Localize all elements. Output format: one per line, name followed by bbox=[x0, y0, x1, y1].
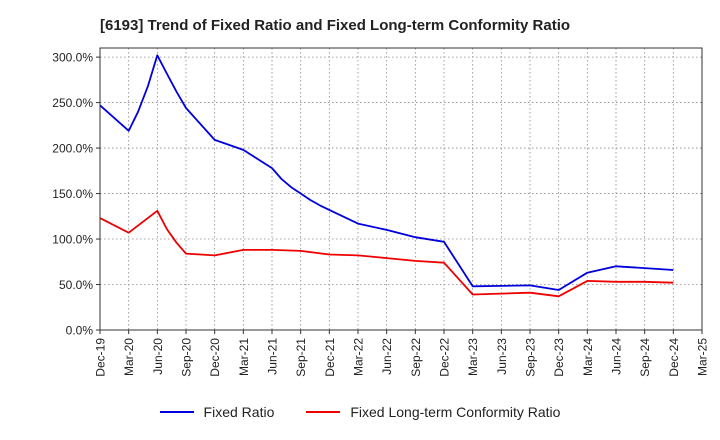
series-line-fixed-long-term-conformity-ratio bbox=[99, 209, 674, 298]
x-tick-label: Jun-22 bbox=[380, 338, 394, 375]
x-tick-label: Mar-25 bbox=[696, 338, 710, 376]
x-tick-label: Jun-20 bbox=[151, 338, 165, 375]
grid-lines bbox=[99, 48, 703, 331]
y-tick-label: 200.0% bbox=[52, 142, 93, 156]
x-tick-label: Mar-22 bbox=[352, 338, 366, 376]
series-lines bbox=[99, 54, 674, 298]
x-tick-label: Mar-20 bbox=[122, 338, 136, 376]
legend: Fixed Ratio Fixed Long-term Conformity R… bbox=[0, 404, 720, 420]
x-tick-label: Dec-19 bbox=[94, 338, 108, 377]
x-tick-label: Jun-21 bbox=[266, 338, 280, 375]
legend-item-fixed-long-term-conformity-ratio: Fixed Long-term Conformity Ratio bbox=[306, 404, 560, 420]
x-tick-label: Mar-21 bbox=[237, 338, 251, 376]
x-tick-label: Sep-21 bbox=[294, 338, 308, 377]
y-tick-label: 300.0% bbox=[52, 51, 93, 65]
legend-swatch-fixed-long-term-conformity-ratio bbox=[306, 411, 341, 413]
legend-swatch-fixed-ratio bbox=[159, 411, 194, 413]
x-tick-label: Jun-24 bbox=[610, 338, 624, 375]
x-tick-label: Dec-20 bbox=[208, 338, 222, 377]
x-tick-label: Sep-23 bbox=[524, 338, 538, 377]
x-tick-label: Dec-23 bbox=[552, 338, 566, 377]
x-tick-label: Dec-24 bbox=[667, 338, 681, 377]
y-axis-ticks: 0.0% 50.0% 100.0% 150.0% 200.0% 250.0% 300.0% bbox=[52, 51, 100, 338]
chart-title: [6193] Trend of Fixed Ratio and Fixed Lo… bbox=[100, 17, 570, 34]
x-tick-label: Sep-20 bbox=[180, 338, 194, 377]
series-line-fixed-ratio bbox=[99, 54, 674, 291]
x-tick-label: Dec-21 bbox=[323, 338, 337, 377]
y-tick-label: 0.0% bbox=[66, 324, 94, 338]
x-tick-label: Sep-22 bbox=[409, 338, 423, 377]
y-tick-label: 100.0% bbox=[52, 233, 93, 247]
line-chart: [6193] Trend of Fixed Ratio and Fixed Lo… bbox=[52, 17, 710, 377]
x-tick-label: Sep-24 bbox=[638, 338, 652, 377]
y-tick-label: 150.0% bbox=[52, 187, 93, 201]
y-tick-label: 50.0% bbox=[59, 278, 93, 292]
x-tick-label: Jun-23 bbox=[495, 338, 509, 375]
plot-frame bbox=[99, 47, 703, 331]
y-tick-label: 250.0% bbox=[52, 96, 93, 110]
legend-item-fixed-ratio: Fixed Ratio bbox=[159, 404, 275, 420]
x-axis-ticks: Dec-19 Mar-20 Jun-20 Sep-20 Dec-20 Mar-21 Jun-… bbox=[94, 330, 710, 377]
legend-label-fixed-ratio: Fixed Ratio bbox=[203, 404, 275, 420]
x-tick-label: Dec-22 bbox=[438, 338, 452, 377]
x-tick-label: Mar-24 bbox=[581, 338, 595, 376]
x-tick-label: Mar-23 bbox=[466, 338, 480, 376]
legend-label-fixed-long-term-conformity-ratio: Fixed Long-term Conformity Ratio bbox=[350, 404, 561, 420]
